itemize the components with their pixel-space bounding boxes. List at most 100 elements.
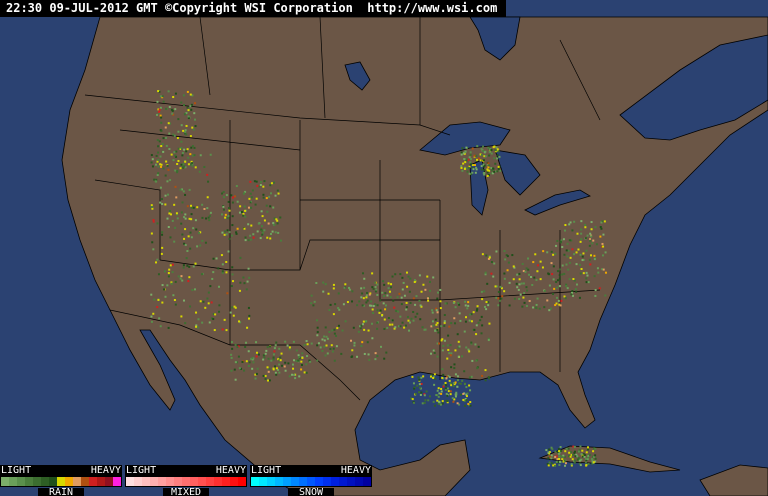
radar-pixel <box>589 254 592 257</box>
radar-pixel <box>276 222 279 225</box>
radar-pixel <box>594 447 597 450</box>
radar-pixel <box>180 315 183 318</box>
legend-swatch <box>230 477 238 486</box>
legend-swatch <box>214 477 222 486</box>
radar-pixel <box>235 232 238 235</box>
radar-pixel <box>191 162 194 165</box>
radar-pixel <box>600 221 603 224</box>
radar-pixel <box>231 347 234 350</box>
radar-pixel <box>362 297 365 300</box>
radar-pixel <box>420 382 423 385</box>
radar-pixel <box>243 369 246 372</box>
radar-pixel <box>444 381 447 384</box>
radar-pixel <box>298 356 301 359</box>
radar-pixel <box>164 295 167 298</box>
radar-pixel <box>483 305 486 308</box>
radar-pixel <box>475 166 478 169</box>
radar-pixel <box>471 167 474 170</box>
radar-pixel <box>491 172 494 175</box>
radar-pixel <box>448 352 451 355</box>
radar-pixel <box>151 207 154 210</box>
radar-pixel <box>376 293 379 296</box>
radar-pixel <box>390 283 393 286</box>
radar-pixel <box>453 367 456 370</box>
radar-pixel <box>274 365 277 368</box>
radar-pixel <box>360 344 363 347</box>
radar-pixel <box>167 90 170 93</box>
radar-pixel <box>238 320 241 323</box>
radar-pixel <box>363 328 366 331</box>
radar-pixel <box>291 363 294 366</box>
radar-pixel <box>549 456 552 459</box>
radar-pixel <box>194 125 197 128</box>
radar-pixel <box>193 146 196 149</box>
radar-pixel <box>563 229 566 232</box>
radar-pixel <box>556 458 559 461</box>
radar-pixel <box>249 192 252 195</box>
radar-pixel <box>186 106 189 109</box>
radar-pixel <box>581 255 584 258</box>
legend-color-bar <box>250 476 372 487</box>
radar-pixel <box>420 290 423 293</box>
radar-pixel <box>586 448 589 451</box>
radar-pixel <box>212 271 215 274</box>
radar-pixel <box>461 355 464 358</box>
radar-pixel <box>536 264 539 267</box>
radar-pixel <box>436 389 439 392</box>
lake-erie-ontario <box>524 189 591 216</box>
radar-pixel <box>579 445 582 448</box>
radar-pixel <box>451 397 454 400</box>
legend-swatch <box>206 477 214 486</box>
radar-pixel <box>315 319 318 322</box>
radar-pixel <box>470 341 473 344</box>
radar-pixel <box>600 227 603 230</box>
radar-pixel <box>152 219 155 222</box>
radar-pixel <box>181 201 184 204</box>
radar-pixel <box>504 258 507 261</box>
radar-pixel <box>227 200 230 203</box>
radar-pixel <box>487 339 490 342</box>
radar-pixel <box>212 313 215 316</box>
radar-pixel <box>201 321 204 324</box>
radar-pixel <box>224 230 227 233</box>
radar-pixel <box>468 376 471 379</box>
radar-pixel <box>269 232 272 235</box>
radar-pixel <box>593 447 596 450</box>
radar-pixel <box>273 350 276 353</box>
radar-pixel <box>435 323 438 326</box>
radar-pixel <box>412 319 415 322</box>
radar-pixel <box>239 256 242 259</box>
radar-pixel <box>370 300 373 303</box>
radar-pixel <box>503 290 506 293</box>
radar-pixel <box>276 189 279 192</box>
radar-pixel <box>566 287 569 290</box>
radar-pixel <box>423 394 426 397</box>
radar-pixel <box>590 228 593 231</box>
radar-pixel <box>371 337 374 340</box>
radar-pixel <box>222 191 225 194</box>
legend-swatch <box>307 477 315 486</box>
radar-pixel <box>478 157 481 160</box>
radar-pixel <box>483 164 486 167</box>
radar-pixel <box>573 279 576 282</box>
radar-pixel <box>360 296 363 299</box>
radar-pixel <box>221 231 224 234</box>
radar-pixel <box>556 450 559 453</box>
radar-pixel <box>236 227 239 230</box>
radar-pixel <box>414 315 417 318</box>
radar-pixel <box>550 250 553 253</box>
radar-pixel <box>222 205 225 208</box>
radar-pixel <box>492 275 495 278</box>
radar-pixel <box>567 268 570 271</box>
radar-pixel <box>594 460 597 463</box>
radar-pixel <box>170 153 173 156</box>
radar-pixel <box>604 251 607 254</box>
radar-pixel <box>548 448 551 451</box>
radar-pixel <box>521 305 524 308</box>
radar-pixel <box>328 309 331 312</box>
radar-pixel <box>266 346 269 349</box>
radar-pixel <box>495 146 498 149</box>
radar-pixel <box>298 375 301 378</box>
radar-pixel <box>454 322 457 325</box>
radar-pixel <box>152 248 155 251</box>
